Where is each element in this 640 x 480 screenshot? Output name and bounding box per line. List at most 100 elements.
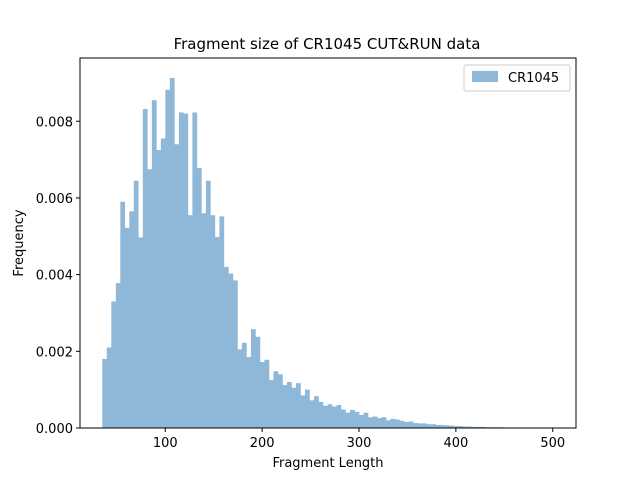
- histogram-bar: [341, 409, 346, 428]
- histogram-bar: [187, 215, 193, 428]
- histogram-bar: [327, 404, 333, 428]
- histogram-bar: [350, 409, 355, 428]
- histogram-bar: [462, 426, 468, 428]
- x-tick-label: 200: [250, 436, 275, 451]
- histogram-bar: [205, 180, 211, 428]
- histogram-bar: [142, 108, 148, 429]
- histogram-bar: [422, 423, 427, 428]
- y-tick-label: 0.006: [36, 192, 73, 207]
- y-axis-ticks: 0.000 0.002 0.004 0.006 0.008: [36, 115, 80, 437]
- histogram-bar: [336, 404, 342, 428]
- histogram-bar: [273, 371, 279, 428]
- y-tick-label: 0.004: [36, 269, 73, 284]
- x-tick-label: 500: [540, 436, 565, 451]
- histogram-bar: [359, 414, 364, 428]
- histogram-bar: [133, 180, 139, 428]
- histogram-bar: [476, 426, 481, 428]
- histogram-bar: [237, 349, 243, 428]
- y-tick-label: 0.008: [36, 115, 73, 130]
- histogram-bar: [345, 412, 351, 428]
- x-tick-label: 100: [153, 436, 178, 451]
- histogram-bar: [413, 423, 418, 428]
- histogram-bar: [444, 425, 450, 428]
- histogram-bar: [228, 273, 234, 428]
- histogram-bar: [395, 419, 400, 428]
- x-tick-label: 400: [443, 436, 468, 451]
- histogram-bar: [201, 213, 207, 428]
- histogram-bar: [372, 416, 378, 428]
- histogram-bar: [192, 112, 198, 428]
- histogram-bar: [363, 412, 369, 428]
- histogram-bar: [286, 381, 292, 428]
- histogram-bar: [151, 100, 157, 429]
- histogram-bar: [178, 112, 184, 428]
- chart-title: Fragment size of CR1045 CUT&RUN data: [174, 35, 481, 53]
- histogram-bar: [165, 89, 171, 428]
- histogram-bar: [264, 359, 270, 428]
- plot-frame: [79, 57, 577, 429]
- histogram-bar: [174, 144, 180, 428]
- histogram-bar: [426, 424, 432, 428]
- histogram-bar: [449, 425, 454, 428]
- histogram-bar: [232, 280, 238, 428]
- histogram-bar: [417, 423, 423, 428]
- histogram-bar: [147, 169, 153, 428]
- histogram-bar: [246, 357, 252, 428]
- y-tick-label: 0.002: [36, 345, 73, 360]
- histogram-bar: [196, 168, 202, 429]
- legend-swatch-cr1045: [472, 71, 498, 82]
- histogram-bar: [223, 266, 229, 428]
- y-tick-label: 0.000: [36, 422, 73, 437]
- histogram-bar: [268, 380, 274, 428]
- histogram-bar: [120, 201, 126, 428]
- histogram-bar: [453, 426, 459, 428]
- x-tick-label: 300: [347, 436, 372, 451]
- histogram-bar: [277, 374, 283, 428]
- histogram-bar: [210, 215, 216, 428]
- histogram-bar: [354, 411, 360, 428]
- histogram-bar: [156, 150, 162, 428]
- x-axis-label: Fragment Length: [272, 456, 383, 471]
- histogram-bar: [160, 138, 166, 428]
- histogram-bar: [480, 426, 486, 428]
- histogram-bar: [300, 395, 306, 428]
- histogram-bar: [115, 283, 121, 428]
- histogram-bars: [102, 77, 554, 429]
- histogram-bar: [404, 421, 409, 428]
- histogram-bar: [314, 396, 319, 428]
- y-axis-label: Frequency: [12, 209, 27, 276]
- histogram-bar: [259, 362, 265, 428]
- histogram-bar: [250, 329, 256, 428]
- legend: CR1045: [463, 64, 571, 92]
- histogram-bar: [318, 401, 324, 428]
- histogram-bar: [332, 406, 337, 428]
- histogram-bar: [471, 426, 477, 428]
- histogram-bar: [291, 387, 297, 428]
- histogram-bar: [390, 418, 396, 428]
- histogram-bar: [255, 336, 261, 428]
- histogram-bar: [467, 426, 472, 428]
- histogram-bar: [102, 358, 108, 428]
- histogram-bar: [381, 417, 387, 428]
- histogram-bar: [431, 424, 436, 428]
- histogram-bar: [129, 211, 135, 428]
- histogram-bar: [408, 421, 414, 428]
- histogram-bar: [124, 227, 130, 428]
- histogram-bar: [377, 418, 382, 428]
- histogram-bar: [138, 237, 144, 428]
- histogram-bar: [440, 424, 445, 428]
- histogram-bar: [309, 400, 315, 428]
- x-axis-ticks: 100 200 300 400 500: [153, 428, 565, 451]
- legend-label-cr1045: CR1045: [508, 71, 559, 86]
- histogram-bar: [295, 383, 301, 428]
- histogram-bar: [169, 77, 175, 428]
- histogram-bar: [323, 405, 328, 428]
- histogram-bar: [435, 424, 441, 428]
- histogram-bar: [282, 385, 288, 428]
- histogram-bar: [183, 113, 189, 428]
- histogram-bar: [368, 417, 373, 428]
- histogram-bar: [304, 389, 310, 428]
- histogram-bar: [458, 426, 463, 428]
- histogram-bar: [106, 347, 112, 428]
